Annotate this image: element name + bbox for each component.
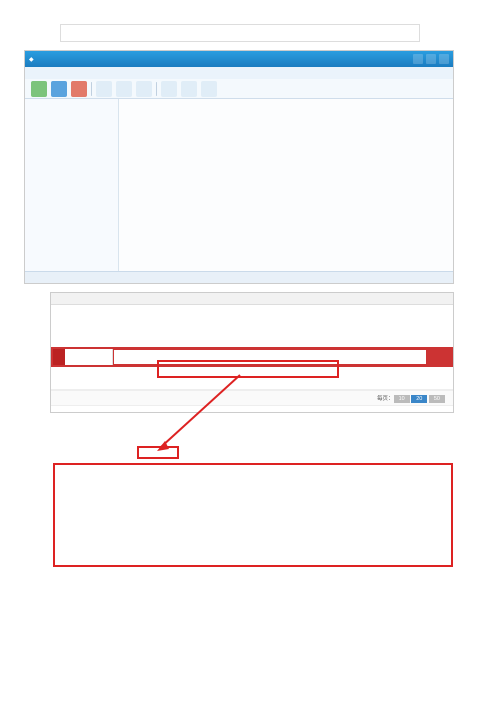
search-field[interactable] <box>65 349 113 365</box>
screenshot-3: 每页：10 20 50 <box>50 292 454 413</box>
search-row <box>51 347 453 367</box>
s2-titlebar: ◆ <box>25 51 453 67</box>
sort-row: 每页：10 20 50 <box>51 390 453 406</box>
tool-e[interactable] <box>181 81 197 97</box>
tool-home[interactable] <box>71 81 87 97</box>
tool-f[interactable] <box>201 81 217 97</box>
tool-c[interactable] <box>136 81 152 97</box>
sort-right: 每页：10 20 50 <box>377 394 445 402</box>
group-browse <box>51 375 453 383</box>
annot-box-download <box>137 446 179 459</box>
top-links <box>51 305 453 317</box>
tool-a[interactable] <box>96 81 112 97</box>
close-icon[interactable] <box>439 54 449 64</box>
search-category[interactable] <box>53 349 65 365</box>
year-filter <box>51 383 453 390</box>
s2-menubar <box>25 67 453 79</box>
browser-bar <box>51 293 453 305</box>
search-summary <box>51 367 453 375</box>
search-button[interactable] <box>427 349 451 365</box>
app-icon: ◆ <box>29 56 34 63</box>
s2-statusbar <box>25 271 453 283</box>
screenshot-1 <box>60 24 420 42</box>
min-icon[interactable] <box>413 54 423 64</box>
sidebar-header <box>29 103 114 107</box>
tool-back[interactable] <box>31 81 47 97</box>
s2-toolbar <box>25 79 453 99</box>
tool-b[interactable] <box>116 81 132 97</box>
search-input[interactable] <box>113 349 427 365</box>
max-icon[interactable] <box>426 54 436 64</box>
screenshot-2: ◆ <box>24 50 454 284</box>
tool-fwd[interactable] <box>51 81 67 97</box>
action-row <box>51 406 453 412</box>
tool-d[interactable] <box>161 81 177 97</box>
s2-sidebar <box>25 99 119 271</box>
annot-box-rows <box>53 463 453 567</box>
